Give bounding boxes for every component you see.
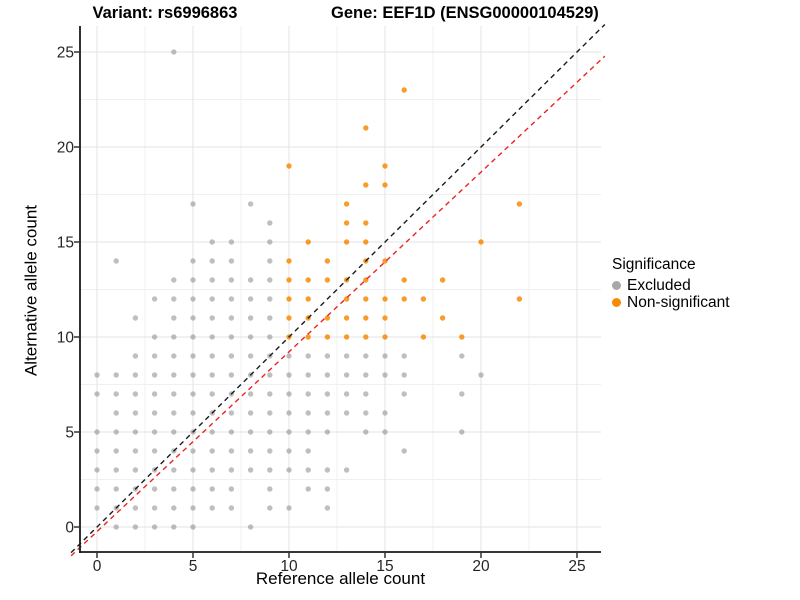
svg-text:5: 5 <box>65 425 74 442</box>
svg-text:10: 10 <box>57 330 75 347</box>
x-tick-labels: 0 5 10 15 20 25 <box>93 558 586 575</box>
svg-text:5: 5 <box>189 558 198 575</box>
svg-text:25: 25 <box>568 558 585 575</box>
plot-title-variant: Variant: rs6996863 <box>92 4 238 22</box>
legend: Significance Excluded Non-significant <box>612 256 730 311</box>
svg-text:10: 10 <box>280 558 298 575</box>
fit-line <box>70 55 606 557</box>
svg-text:20: 20 <box>472 558 490 575</box>
excluded-swatch-icon <box>612 281 621 290</box>
x-axis-title: Reference allele count <box>255 569 426 588</box>
plot-title-gene: Gene: EEF1D (ENSG00000104529) <box>331 4 599 22</box>
legend-item-label: Excluded <box>627 276 691 294</box>
grid-minor <box>80 26 601 552</box>
y-tick-labels: 0 5 10 15 20 25 <box>57 45 75 537</box>
y-axis-title: Alternative allele count <box>21 204 41 377</box>
series-non-significant <box>286 87 523 340</box>
svg-text:15: 15 <box>376 558 393 575</box>
legend-item-label: Non-significant <box>627 293 730 311</box>
svg-text:15: 15 <box>57 235 74 252</box>
identity-line <box>70 23 606 554</box>
legend-item-excluded: Excluded <box>612 277 730 294</box>
svg-text:0: 0 <box>65 520 74 537</box>
svg-text:20: 20 <box>57 140 75 157</box>
non-significant-swatch-icon <box>612 298 621 307</box>
legend-title: Significance <box>612 256 696 273</box>
grid-major <box>80 26 601 552</box>
axis-ticks <box>74 51 578 558</box>
svg-text:25: 25 <box>57 45 74 62</box>
legend-item-non-significant: Non-significant <box>612 294 730 311</box>
svg-text:0: 0 <box>93 558 102 575</box>
